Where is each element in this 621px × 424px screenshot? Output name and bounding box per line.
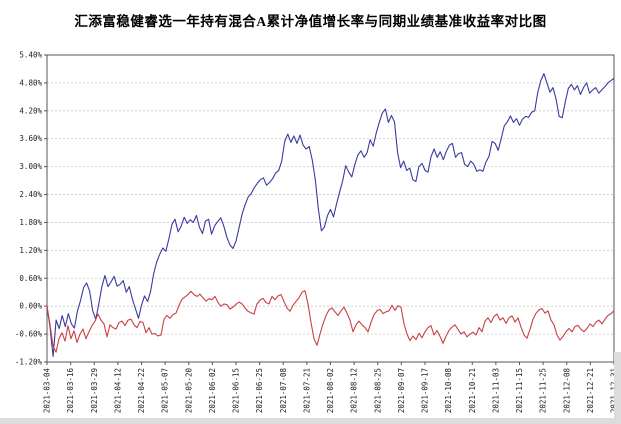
y-axis-tick-labels: 5.40% 4.80% 4.20% 3.60% 3.00% 2.40% 1.80% 1.20%… <box>15 51 43 367</box>
y-axis-tick-label: 1.20% <box>19 246 42 255</box>
x-axis-tick-labels: 2021-03-04 2021-03-16 2021-03-29 2021-04-12… <box>43 368 619 414</box>
x-axis-tick-label: 2021-06-15 <box>232 368 241 413</box>
x-axis-tick-label: 2021-09-07 <box>397 368 406 413</box>
x-axis-tick-label: 2021-11-03 <box>491 368 500 413</box>
x-axis-tick-label: 2021-09-17 <box>421 368 430 413</box>
x-axis-tick-label: 2021-08-12 <box>350 368 359 413</box>
horizontal-scrollbar[interactable] <box>0 418 621 424</box>
vertical-scrollbar[interactable] <box>614 352 621 424</box>
y-axis-tick-label: 0.00% <box>19 302 42 311</box>
x-axis-tick-label: 2021-05-07 <box>161 368 170 413</box>
benchmark-return-line <box>46 290 615 353</box>
x-axis-tick-label: 2021-06-25 <box>255 368 264 413</box>
gridlines <box>47 82 614 335</box>
x-axis-tick-label: 2021-11-15 <box>515 368 524 413</box>
x-axis-tick-label: 2021-04-22 <box>137 368 146 413</box>
y-axis-tick-label: -1.20% <box>15 358 43 367</box>
x-axis-tick-label: 2021-07-21 <box>302 368 311 413</box>
y-axis-tick-label: 4.80% <box>19 78 42 87</box>
x-axis-tick-label: 2021-08-25 <box>373 368 382 413</box>
fund-nav-growth-line <box>46 73 615 357</box>
x-axis-tick-label: 2021-10-21 <box>468 368 477 413</box>
x-axis-tick-label: 2021-03-29 <box>90 368 99 413</box>
y-axis-tick-label: 1.80% <box>19 218 42 227</box>
y-axis-tick-label: 5.40% <box>19 51 42 60</box>
x-axis-tick-label: 2021-12-08 <box>562 368 571 414</box>
x-axis-tick-label: 2021-11-25 <box>539 368 548 413</box>
y-axis-tick-label: 3.60% <box>19 134 42 143</box>
x-axis-tick-label: 2021-10-08 <box>444 368 453 414</box>
x-axis-tick-label: 2021-07-08 <box>279 368 288 414</box>
axes <box>44 54 615 365</box>
x-axis-tick-label: 2021-06-02 <box>208 368 217 413</box>
x-axis-tick-label: 2021-05-20 <box>184 368 193 414</box>
y-axis-tick-label: 0.60% <box>19 274 42 283</box>
y-axis-tick-label: 2.40% <box>19 190 42 199</box>
data-series-lines <box>46 73 615 357</box>
y-axis-tick-label: 3.00% <box>19 162 42 171</box>
x-axis-tick-label: 2021-03-16 <box>66 368 75 414</box>
x-axis-tick-label: 2021-04-12 <box>113 368 122 413</box>
chart-title: 汇添富稳健睿选一年持有混合A累计净值增长率与同期业绩基准收益率对比图 <box>74 14 547 29</box>
y-axis-tick-label: -0.60% <box>15 330 43 339</box>
x-axis-tick-label: 2021-03-04 <box>43 368 52 414</box>
y-axis-tick-label: 4.20% <box>19 106 42 115</box>
x-axis-tick-label: 2021-08-02 <box>326 368 335 413</box>
x-axis-tick-label: 2021-12-21 <box>586 368 595 413</box>
